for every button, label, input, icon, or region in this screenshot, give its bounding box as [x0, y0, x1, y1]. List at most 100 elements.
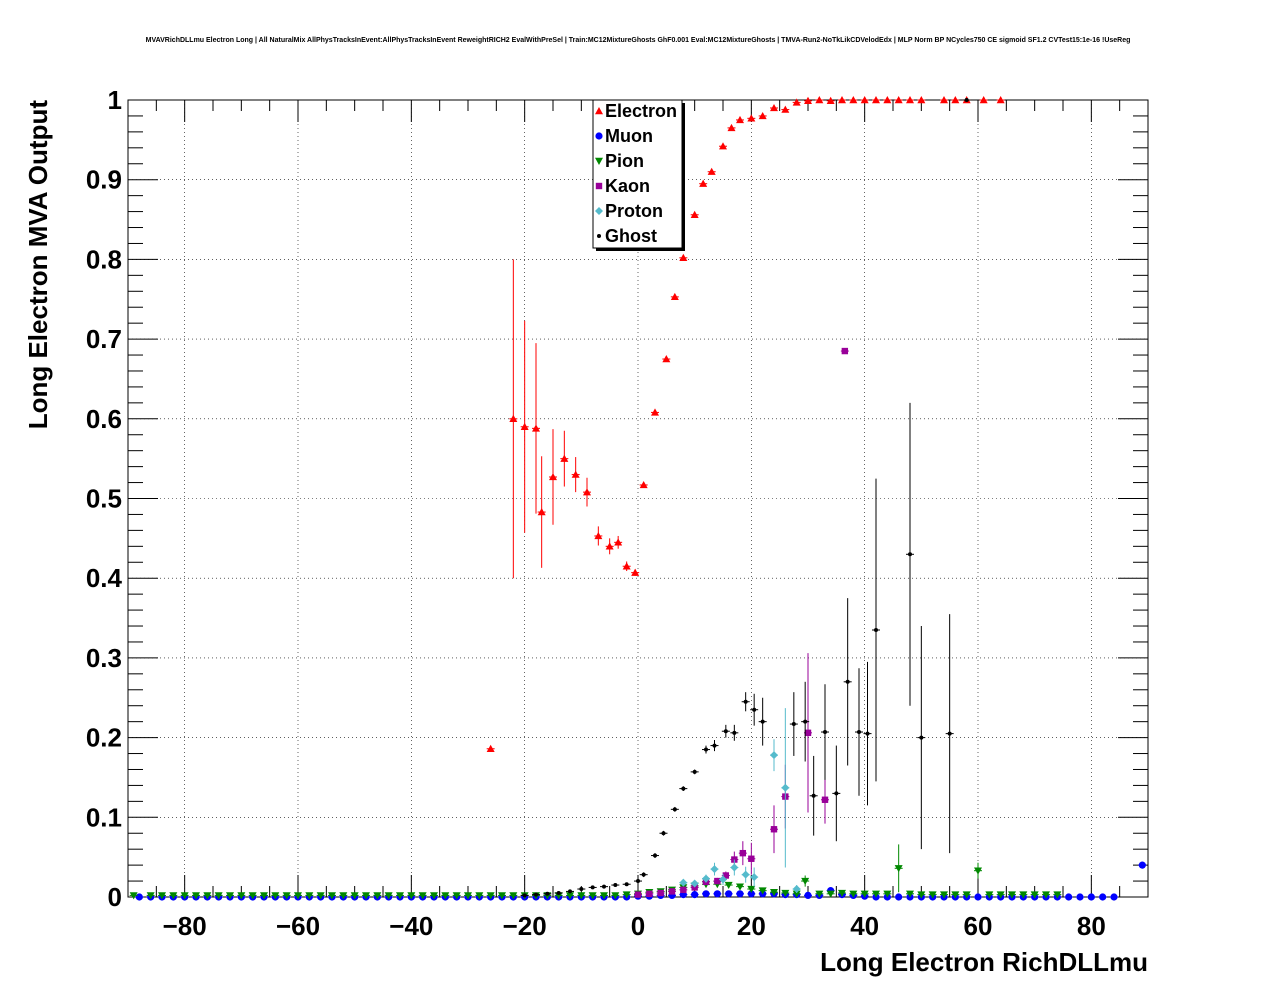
x-tick-label: 60: [964, 911, 993, 941]
electron-point: [719, 142, 727, 150]
electron-point: [996, 96, 1005, 104]
pion-point: [509, 892, 518, 900]
y-tick-label: 0.5: [86, 484, 122, 514]
electron-point: [804, 96, 812, 104]
ghost-point: [791, 722, 796, 727]
x-tick-label: −60: [276, 911, 320, 941]
pion-point: [475, 892, 484, 900]
y-axis-label: Long Electron MVA Output: [23, 100, 53, 430]
kaon-point: [714, 877, 721, 885]
kaon-point: [770, 826, 778, 833]
legend-label-kaon: Kaon: [605, 176, 650, 196]
ghost-point: [522, 893, 527, 898]
ghost-point: [803, 719, 808, 724]
muon-point: [713, 890, 721, 898]
pion-point: [464, 892, 472, 900]
pion-point: [430, 892, 438, 900]
electron-point: [690, 210, 699, 218]
ghost-point: [704, 747, 708, 752]
x-tick-label: −80: [163, 911, 207, 941]
ghost-point: [692, 769, 697, 774]
x-tick-label: 0: [631, 911, 645, 941]
kaon-point: [668, 888, 676, 895]
pion-point: [1008, 891, 1016, 899]
pion-point: [996, 891, 1005, 899]
ghost-point: [653, 853, 657, 858]
y-tick-label: 0.3: [86, 643, 122, 673]
muon-point: [747, 890, 755, 898]
electron-point: [509, 414, 518, 422]
electron-point: [670, 292, 679, 301]
legend-label-muon: Muon: [605, 126, 653, 146]
pion-point: [917, 891, 926, 899]
pion-point: [985, 891, 994, 899]
pion-point: [815, 890, 824, 898]
pion-point: [622, 891, 631, 899]
ghost-point: [874, 628, 878, 633]
x-tick-label: 80: [1077, 911, 1106, 941]
proton-point: [679, 878, 688, 887]
ghost-point: [845, 679, 850, 684]
pion-point: [452, 892, 461, 900]
ghost-point: [908, 552, 912, 557]
pion-point: [214, 892, 223, 900]
electron-point: [894, 96, 903, 104]
pion-point: [129, 892, 138, 900]
pion-point: [418, 892, 427, 900]
muon-point: [895, 893, 903, 901]
pion-point: [260, 892, 268, 900]
pion-point: [962, 891, 971, 899]
kaon-point: [748, 855, 755, 862]
ghost-point: [641, 872, 646, 877]
electron-point: [614, 538, 623, 546]
ghost-point: [865, 731, 870, 736]
axis-ticks: [128, 99, 1149, 898]
pion-point: [588, 892, 597, 900]
muon-point: [736, 890, 744, 898]
electron-point: [849, 96, 858, 104]
kaon-point: [722, 872, 730, 879]
ghost-point: [556, 891, 561, 896]
ghost-point: [712, 743, 717, 748]
electron-point: [707, 167, 716, 175]
pion-point: [566, 892, 574, 900]
proton-point: [702, 874, 710, 883]
electron-point: [699, 179, 708, 187]
muon-point: [804, 891, 812, 900]
proton-point: [719, 875, 727, 884]
electron-point: [583, 488, 591, 496]
series-ghost: [520, 98, 971, 898]
pion-point: [282, 892, 291, 900]
pion-point: [339, 892, 348, 900]
pion-point: [169, 892, 178, 900]
y-tick-label: 1: [108, 85, 122, 115]
electron-point: [792, 98, 801, 106]
series-layer: [129, 96, 1147, 901]
ghost-point: [602, 884, 606, 889]
y-tick-label: 0.9: [86, 165, 122, 195]
pion-point: [486, 892, 495, 900]
pion-point: [1019, 891, 1028, 899]
pion-point: [951, 891, 960, 899]
electron-point: [815, 96, 824, 104]
electron-point: [679, 253, 688, 262]
ghost-point: [590, 885, 595, 890]
pion-point: [883, 890, 892, 898]
ghost-point: [545, 891, 550, 896]
proton-point: [750, 873, 759, 882]
electron-point: [770, 103, 778, 112]
pion-point: [758, 887, 767, 895]
ghost-point: [636, 879, 640, 884]
ghost-point: [964, 98, 969, 102]
electron-point: [758, 111, 767, 120]
electron-point: [826, 96, 835, 104]
pion-point: [577, 892, 586, 900]
ghost-point: [823, 730, 827, 735]
pion-point: [407, 892, 416, 900]
muon-point: [702, 890, 710, 898]
series-proton: [679, 708, 801, 894]
ghost-point: [760, 719, 765, 724]
ghost-point: [811, 793, 816, 798]
x-tick-label: 40: [850, 911, 879, 941]
electron-point: [639, 480, 648, 489]
